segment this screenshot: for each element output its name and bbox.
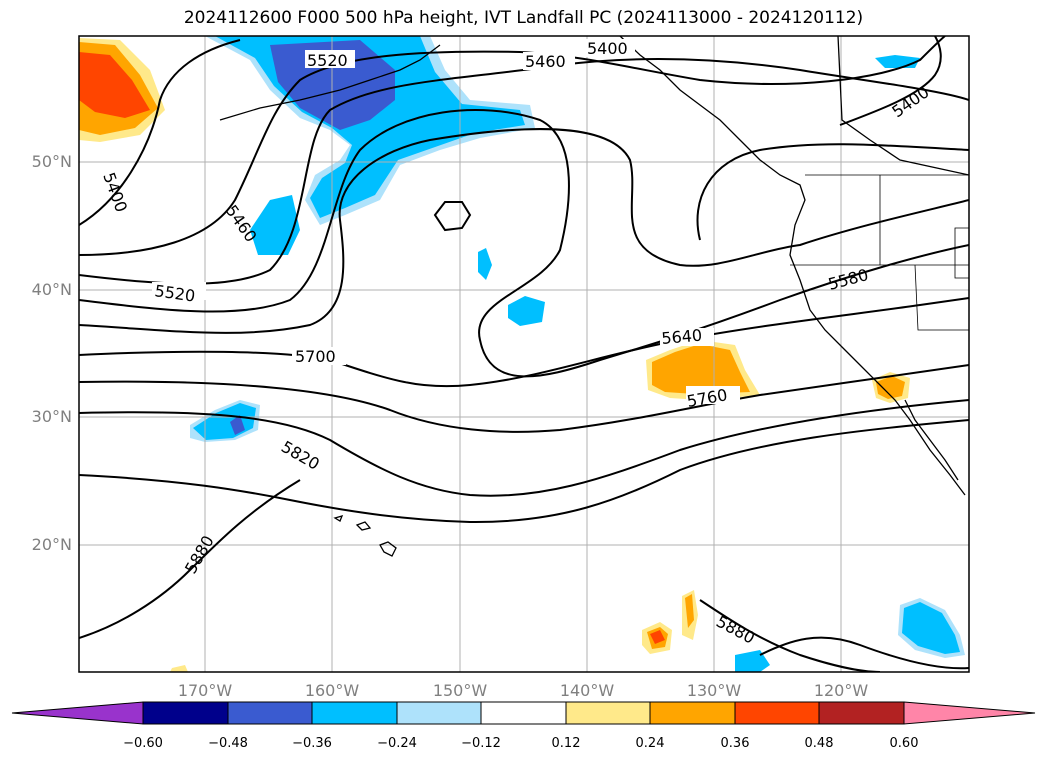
colorbar-tick-label: 0.48: [804, 736, 834, 751]
contour-label: 5520: [307, 51, 348, 70]
contour-label: 5700: [295, 347, 336, 366]
lon-label: 150°W: [432, 681, 488, 700]
colorbar-swatch: [142, 701, 229, 725]
lat-label: 30°N: [31, 407, 72, 426]
colorbar-swatch: [565, 701, 651, 725]
colorbar-tick-label: 0.12: [551, 736, 581, 751]
contour-label: 5820: [278, 437, 323, 474]
colorbar-tick-label: −0.48: [208, 736, 248, 751]
colorbar-swatch: [480, 701, 567, 725]
lon-label: 140°W: [559, 681, 615, 700]
contour-label: 5640: [661, 326, 703, 348]
lon-label: 170°W: [177, 681, 233, 700]
lon-label: 160°W: [304, 681, 360, 700]
lat-label: 50°N: [31, 152, 72, 171]
colorbar-swatch: [11, 701, 144, 725]
contour-label: 5400: [587, 39, 628, 58]
lon-label: 120°W: [813, 681, 869, 700]
height-contours: [79, 36, 969, 672]
colorbar-tick-label: −0.60: [123, 736, 163, 751]
colorbar-swatch: [818, 701, 905, 725]
colorbar-swatch: [311, 701, 398, 725]
contour-label: 5460: [525, 52, 566, 71]
contour-label: 5880: [181, 532, 218, 577]
coastlines: [219, 36, 969, 557]
contour-label: 5400: [99, 170, 131, 215]
lat-label: 40°N: [31, 280, 72, 299]
colorbar-swatch: [734, 701, 820, 725]
ivt-positive-shading: [79, 38, 910, 672]
colorbar-swatch: [396, 701, 482, 725]
colorbar-tick-label: −0.36: [292, 736, 332, 751]
contour-label: 5880: [713, 612, 758, 648]
colorbar-swatch: [227, 701, 313, 725]
lat-label: 20°N: [31, 535, 72, 554]
colorbar-tick-label: 0.60: [889, 736, 919, 751]
colorbar-swatch: [903, 701, 1036, 725]
gridlines: [79, 36, 969, 672]
colorbar-tick-label: −0.24: [377, 736, 417, 751]
colorbar-tick-label: 0.36: [720, 736, 750, 751]
lon-label: 130°W: [686, 681, 742, 700]
map-title: 2024112600 F000 500 hPa height, IVT Land…: [183, 8, 864, 28]
colorbar-swatch: [649, 701, 736, 725]
colorbar-tick-label: −0.12: [461, 736, 501, 751]
ivt-negative-shading: [190, 36, 965, 672]
colorbar: [11, 701, 1036, 725]
colorbar-tick-label: 0.24: [635, 736, 665, 751]
